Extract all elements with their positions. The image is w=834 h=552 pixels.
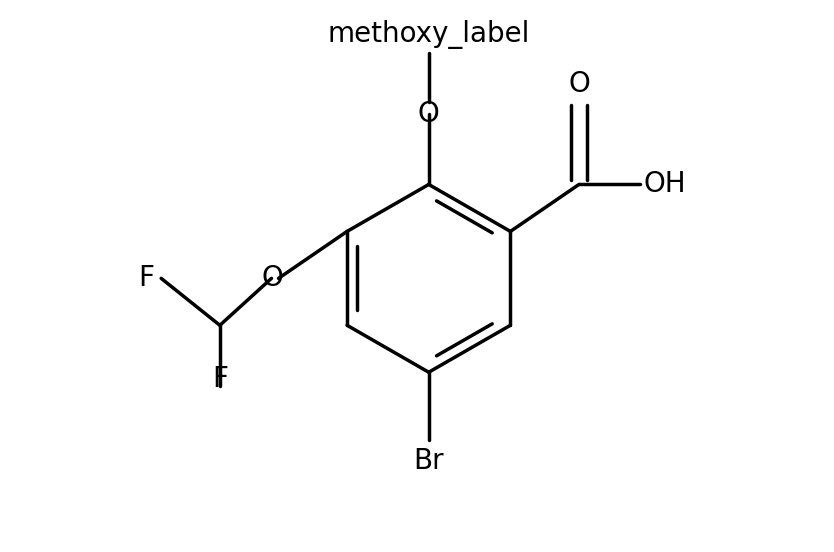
- Text: Br: Br: [414, 447, 444, 475]
- Text: methoxy_label: methoxy_label: [328, 20, 530, 49]
- Text: O: O: [418, 100, 440, 128]
- Text: F: F: [138, 264, 154, 293]
- Text: O: O: [262, 264, 284, 293]
- Text: OH: OH: [644, 171, 686, 199]
- Text: O: O: [568, 70, 590, 98]
- Text: F: F: [212, 365, 228, 394]
